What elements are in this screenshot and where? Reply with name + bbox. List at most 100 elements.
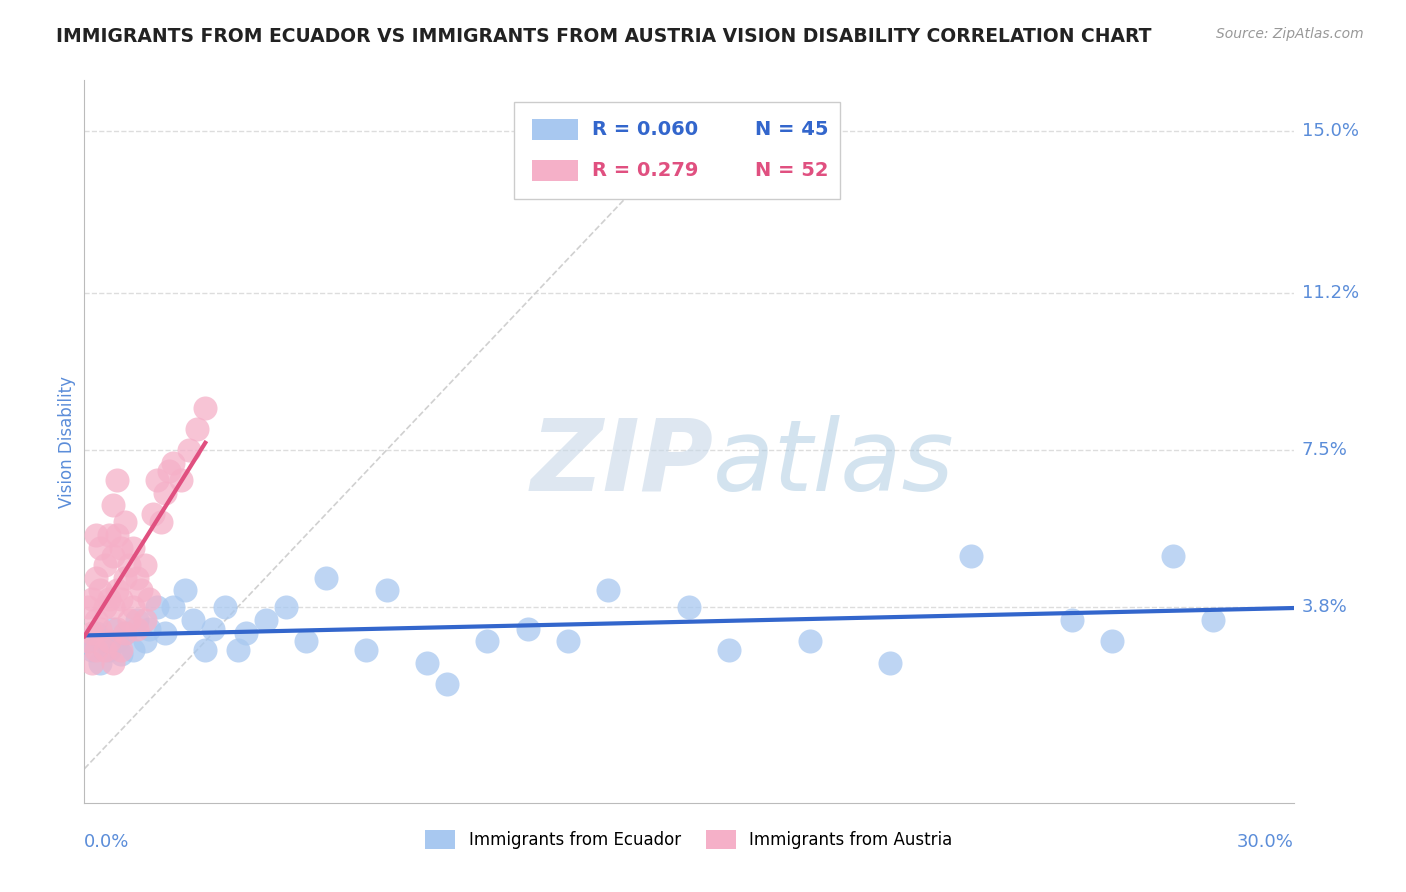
Text: N = 45: N = 45: [755, 120, 830, 139]
Text: 7.5%: 7.5%: [1302, 441, 1348, 459]
Point: [416, 656, 439, 670]
Point: [101, 498, 124, 512]
Point: [125, 622, 148, 636]
Point: [375, 583, 398, 598]
Point: [477, 634, 499, 648]
Point: [89, 622, 111, 636]
Point: [138, 591, 160, 606]
Point: [105, 473, 128, 487]
Point: [114, 625, 136, 640]
Point: [93, 642, 115, 657]
Point: [162, 600, 184, 615]
Point: [77, 634, 100, 648]
Point: [799, 634, 821, 648]
Point: [194, 401, 217, 415]
Point: [101, 622, 124, 636]
Point: [134, 558, 156, 572]
Point: [121, 642, 143, 657]
Point: [678, 600, 700, 615]
Point: [97, 642, 120, 657]
Point: [89, 583, 111, 598]
Point: [82, 591, 104, 606]
Point: [121, 541, 143, 555]
Text: N = 52: N = 52: [755, 161, 830, 180]
Point: [146, 473, 169, 487]
Point: [254, 613, 277, 627]
Point: [110, 642, 132, 657]
Text: 15.0%: 15.0%: [1302, 122, 1358, 140]
Point: [142, 507, 165, 521]
Text: R = 0.060: R = 0.060: [592, 120, 699, 139]
FancyBboxPatch shape: [531, 120, 578, 139]
Point: [1060, 613, 1083, 627]
Point: [89, 656, 111, 670]
Point: [82, 642, 104, 657]
Text: 30.0%: 30.0%: [1237, 833, 1294, 851]
Point: [105, 528, 128, 542]
Point: [557, 634, 579, 648]
Point: [436, 677, 458, 691]
Y-axis label: Vision Disability: Vision Disability: [58, 376, 76, 508]
Point: [153, 485, 176, 500]
Point: [960, 549, 983, 564]
Point: [93, 558, 115, 572]
Point: [82, 656, 104, 670]
Point: [356, 642, 378, 657]
FancyBboxPatch shape: [513, 102, 841, 200]
Text: 11.2%: 11.2%: [1302, 284, 1360, 301]
Point: [181, 613, 204, 627]
Point: [170, 473, 193, 487]
Point: [77, 600, 100, 615]
Point: [86, 570, 108, 584]
Point: [105, 583, 128, 598]
Point: [194, 642, 217, 657]
Point: [105, 622, 128, 636]
Point: [516, 622, 538, 636]
Point: [125, 570, 148, 584]
Legend: Immigrants from Ecuador, Immigrants from Austria: Immigrants from Ecuador, Immigrants from…: [419, 823, 959, 856]
Point: [101, 549, 124, 564]
Point: [86, 613, 108, 627]
Text: ZIP: ZIP: [530, 415, 713, 512]
Point: [93, 634, 115, 648]
Point: [114, 570, 136, 584]
Point: [97, 528, 120, 542]
Text: atlas: atlas: [713, 415, 955, 512]
Point: [214, 600, 236, 615]
Point: [295, 634, 318, 648]
Point: [146, 600, 169, 615]
Point: [179, 443, 201, 458]
Point: [202, 622, 225, 636]
Point: [118, 613, 141, 627]
Point: [77, 634, 100, 648]
Point: [598, 583, 620, 598]
Point: [86, 642, 108, 657]
Point: [718, 642, 741, 657]
Text: IMMIGRANTS FROM ECUADOR VS IMMIGRANTS FROM AUSTRIA VISION DISABILITY CORRELATION: IMMIGRANTS FROM ECUADOR VS IMMIGRANTS FR…: [56, 27, 1152, 45]
Point: [235, 625, 257, 640]
Point: [315, 570, 337, 584]
Point: [1161, 549, 1184, 564]
Point: [274, 600, 297, 615]
Point: [138, 622, 160, 636]
Text: 3.8%: 3.8%: [1302, 599, 1347, 616]
Point: [110, 541, 132, 555]
Point: [134, 634, 156, 648]
Point: [118, 558, 141, 572]
Point: [101, 656, 124, 670]
Point: [114, 516, 136, 530]
Point: [153, 625, 176, 640]
Point: [134, 613, 156, 627]
Point: [89, 541, 111, 555]
Point: [186, 422, 208, 436]
Point: [86, 528, 108, 542]
Point: [879, 656, 901, 670]
Point: [1202, 613, 1225, 627]
Point: [162, 456, 184, 470]
Point: [101, 600, 124, 615]
Point: [129, 583, 152, 598]
Text: 0.0%: 0.0%: [84, 833, 129, 851]
Text: Source: ZipAtlas.com: Source: ZipAtlas.com: [1216, 27, 1364, 41]
Point: [82, 625, 104, 640]
Point: [1101, 634, 1123, 648]
